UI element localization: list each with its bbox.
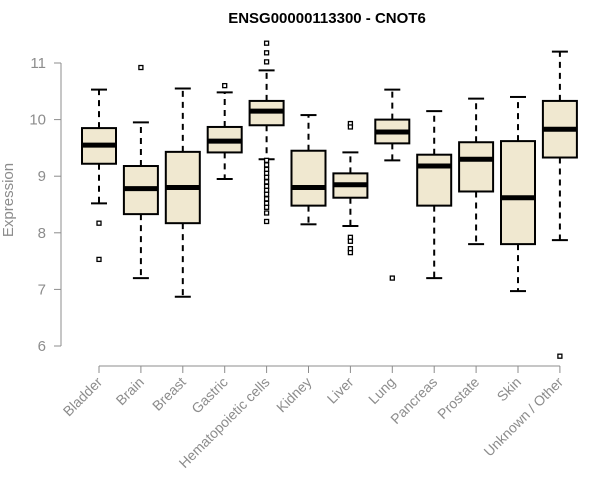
outlier-point bbox=[263, 40, 270, 46]
outlier-point bbox=[557, 353, 563, 359]
outlier-point bbox=[96, 256, 102, 263]
x-tick-label: Liver bbox=[324, 374, 357, 407]
y-tick-label: 7 bbox=[38, 281, 46, 298]
box-kidney bbox=[290, 114, 327, 226]
outlier-point bbox=[263, 210, 270, 216]
iqr-box bbox=[416, 153, 453, 207]
outlier-point bbox=[263, 157, 270, 164]
outlier-point bbox=[347, 238, 354, 244]
x-tick-label: Kidney bbox=[273, 374, 315, 416]
box-unknown-other bbox=[541, 50, 578, 359]
outlier-point bbox=[347, 249, 354, 256]
outlier-point bbox=[263, 204, 270, 210]
outlier-point bbox=[263, 196, 270, 202]
x-tick-label: Pancreas bbox=[387, 374, 440, 427]
x-tick-label: Skin bbox=[494, 374, 525, 405]
box-bladder bbox=[81, 88, 117, 263]
outlier-point bbox=[263, 174, 270, 180]
outlier-point bbox=[263, 59, 270, 65]
box-prostate bbox=[458, 97, 495, 246]
y-axis: 6 7 8 9 10 11 bbox=[29, 55, 62, 355]
chart-title: ENSG00000113300 - CNOT6 bbox=[228, 10, 426, 27]
y-tick-label: 8 bbox=[38, 225, 46, 242]
box-hematopoietic-cells bbox=[248, 40, 285, 225]
outlier-point bbox=[263, 191, 270, 197]
y-tick-label: 11 bbox=[30, 55, 46, 72]
y-axis-label: Expression bbox=[0, 163, 17, 237]
box-pancreas bbox=[416, 110, 453, 280]
y-tick-label: 10 bbox=[29, 112, 46, 129]
y-tick-label: 9 bbox=[38, 168, 46, 185]
y-tick-label: 6 bbox=[38, 338, 46, 355]
outlier-point bbox=[263, 179, 270, 185]
outlier-point bbox=[222, 82, 228, 89]
x-tick-label: Breast bbox=[149, 374, 189, 414]
x-tick-label: Lung bbox=[365, 374, 398, 407]
outlier-point bbox=[389, 275, 395, 281]
outlier-point bbox=[263, 162, 270, 168]
boxes bbox=[81, 40, 578, 359]
box-brain bbox=[122, 64, 159, 280]
outlier-point bbox=[263, 218, 270, 225]
iqr-box bbox=[458, 141, 495, 193]
outlier-point bbox=[263, 50, 270, 56]
box-gastric bbox=[206, 82, 243, 181]
x-tick-label: Unknown / Other bbox=[480, 374, 566, 460]
box-liver bbox=[332, 120, 369, 256]
outlier-point bbox=[347, 124, 354, 130]
iqr-box bbox=[500, 140, 536, 246]
outlier-point bbox=[138, 64, 144, 71]
x-tick-label: Prostate bbox=[434, 374, 482, 422]
outlier-point bbox=[96, 220, 102, 226]
x-tick-label: Bladder bbox=[60, 374, 106, 420]
box-breast bbox=[164, 87, 201, 298]
x-tick-label: Brain bbox=[113, 374, 147, 408]
iqr-box bbox=[290, 149, 327, 207]
box-skin bbox=[500, 95, 536, 293]
box-lung bbox=[374, 88, 411, 281]
